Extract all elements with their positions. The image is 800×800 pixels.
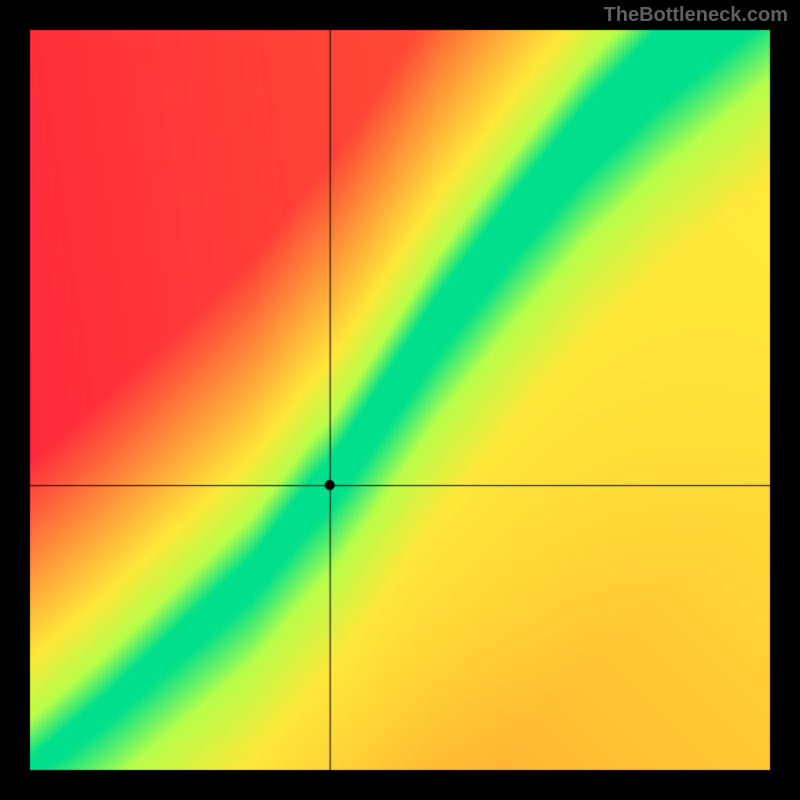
chart-container: TheBottleneck.com [0, 0, 800, 800]
watermark-text: TheBottleneck.com [604, 4, 788, 27]
heatmap-canvas [0, 0, 800, 800]
